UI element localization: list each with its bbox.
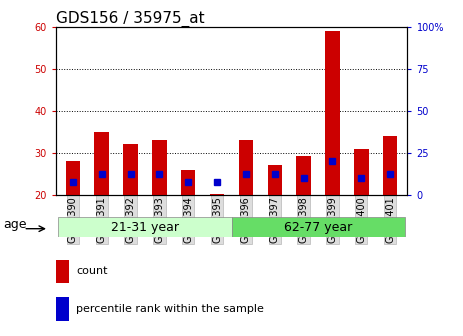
Bar: [123, 144, 138, 195]
Text: count: count: [76, 266, 107, 276]
Text: 21-31 year: 21-31 year: [111, 221, 179, 234]
Bar: [66, 161, 80, 195]
Bar: [94, 132, 109, 195]
Bar: [296, 156, 311, 195]
Bar: [152, 140, 167, 195]
Bar: [181, 170, 195, 195]
Bar: [268, 165, 282, 195]
Text: age: age: [3, 218, 26, 231]
Text: 62-77 year: 62-77 year: [284, 221, 352, 234]
FancyBboxPatch shape: [58, 217, 232, 237]
Bar: [354, 149, 369, 195]
Bar: [325, 31, 340, 195]
Bar: [210, 194, 224, 195]
Bar: [239, 140, 253, 195]
Bar: [56, 297, 69, 321]
Bar: [56, 259, 69, 283]
Text: GDS156 / 35975_at: GDS156 / 35975_at: [56, 11, 204, 27]
FancyBboxPatch shape: [232, 217, 405, 237]
Bar: [383, 136, 397, 195]
Text: percentile rank within the sample: percentile rank within the sample: [76, 304, 264, 314]
